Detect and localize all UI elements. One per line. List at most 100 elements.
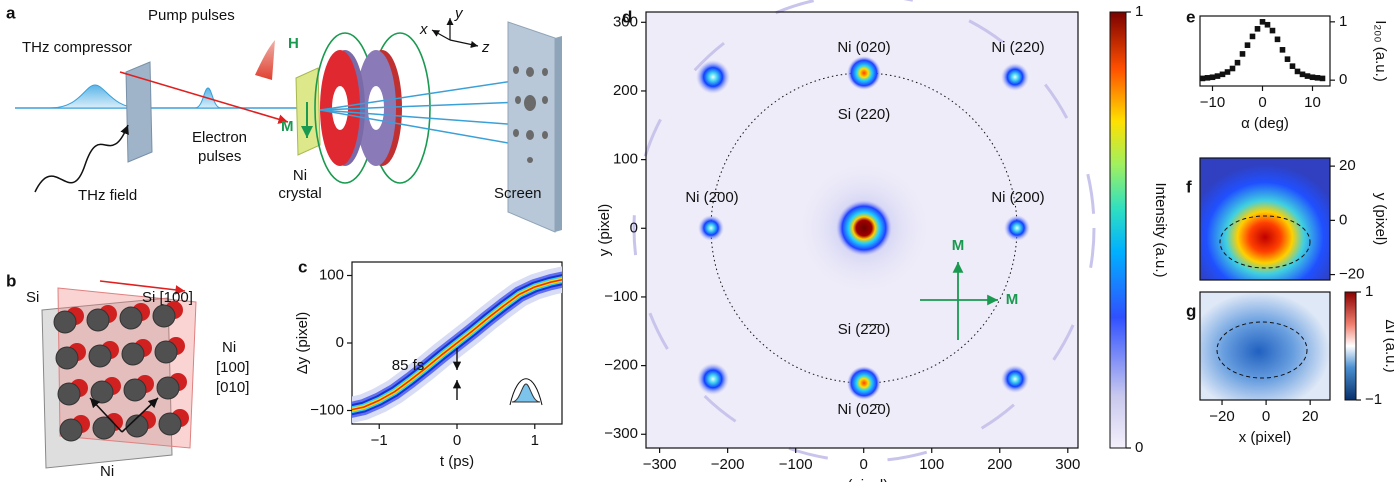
y-tick-label: 200 — [613, 82, 638, 99]
x-axis-label: α (deg) — [1241, 115, 1289, 132]
point — [1260, 19, 1266, 25]
ni-atom — [120, 307, 142, 329]
panel-b: b Si Si [100] Ni [100] [010] Ni — [6, 271, 249, 479]
spot — [513, 66, 519, 74]
point — [1255, 26, 1261, 32]
spot — [847, 366, 881, 400]
x-tick-label: 0 — [1262, 408, 1270, 425]
spot — [1001, 63, 1029, 91]
point — [1215, 73, 1221, 79]
colorbar-tick-label: 0 — [1135, 439, 1143, 456]
ni-atom — [159, 413, 181, 435]
point — [1315, 75, 1321, 81]
point — [1225, 69, 1231, 75]
point — [1275, 37, 1281, 43]
x-tick-label: −20 — [1209, 408, 1234, 425]
point — [1230, 66, 1236, 72]
x-tick-label: 10 — [1304, 94, 1321, 111]
y-tick-label: −100 — [310, 401, 344, 418]
annotation: M — [1006, 291, 1019, 308]
colorbar-tick-label: 1 — [1365, 283, 1373, 300]
spot — [513, 129, 519, 137]
ni-atom — [54, 311, 76, 333]
diffraction-image — [634, 0, 1094, 461]
label: M — [281, 118, 294, 135]
panel-label: b — [6, 271, 16, 290]
y-tick-label: 20 — [1339, 157, 1356, 174]
y-tick-label: 1 — [1339, 13, 1347, 30]
spot — [696, 60, 730, 94]
label: Si — [26, 289, 39, 306]
y-tick-label: 0 — [630, 219, 638, 236]
label: pulses — [198, 148, 241, 165]
spot — [1001, 365, 1029, 393]
colorbar-tick-label: 1 — [1135, 3, 1143, 20]
label: THz field — [78, 187, 137, 204]
ni-atom — [56, 347, 78, 369]
point — [1305, 73, 1311, 79]
label: Si [100] — [142, 289, 193, 306]
point — [1320, 76, 1326, 82]
figure: a Pump pulses THz compressor Electron pu… — [0, 0, 1394, 482]
ni-atom — [153, 305, 175, 327]
label: Ni — [100, 463, 114, 480]
axis-z — [450, 40, 478, 46]
annotation: Si (2̄2̄0) — [838, 321, 891, 338]
label: x — [419, 21, 428, 38]
panel-label: e — [1186, 7, 1195, 26]
panel-a: a Pump pulses THz compressor Electron pu… — [6, 3, 562, 232]
colorbar-tick-label: −1 — [1365, 391, 1382, 408]
y-axis-label: y (pixel) — [596, 204, 613, 257]
y-tick-label: 0 — [336, 334, 344, 351]
colorbar — [1345, 292, 1356, 400]
y-tick-label: −20 — [1339, 266, 1364, 283]
y-tick-label: −300 — [604, 425, 638, 442]
pump-pulse — [255, 40, 275, 80]
spot — [542, 68, 548, 76]
annotation: Ni (2̄00) — [685, 189, 738, 206]
x-tick-label: 20 — [1302, 408, 1319, 425]
y-tick-label: 100 — [319, 266, 344, 283]
spot — [698, 215, 724, 241]
y-axis-label: I₂₀₀ (a.u.) — [1372, 20, 1389, 82]
y-tick-label: 100 — [613, 151, 638, 168]
annotation: Ni (200) — [991, 189, 1044, 206]
x-axis-label: x (pixel) — [1239, 429, 1292, 446]
spot — [526, 130, 534, 140]
x-tick-label: −1 — [371, 432, 388, 449]
y-tick-label: −100 — [604, 288, 638, 305]
point — [1245, 42, 1251, 48]
x-tick-label: −10 — [1200, 94, 1225, 111]
annotation: M — [952, 237, 965, 254]
spot — [697, 363, 729, 395]
ni-atom — [91, 381, 113, 403]
point — [1265, 22, 1271, 28]
spot — [542, 96, 548, 104]
x-tick-label: 300 — [1055, 456, 1080, 473]
ni-atom — [89, 345, 111, 367]
x-tick-label: 0 — [1258, 94, 1266, 111]
x-tick-label: 200 — [987, 456, 1012, 473]
thz-field-wave — [35, 125, 128, 192]
y-tick-label: −200 — [604, 357, 638, 374]
point — [1290, 63, 1296, 69]
x-tick-label: 100 — [919, 456, 944, 473]
point — [1310, 74, 1316, 80]
y-tick-label: 0 — [1339, 211, 1347, 228]
ni-atom — [58, 383, 80, 405]
point — [1220, 72, 1226, 78]
label: THz compressor — [22, 39, 132, 56]
label: crystal — [278, 185, 321, 202]
label: Electron — [192, 129, 247, 146]
panel-label: g — [1186, 301, 1196, 320]
x-tick-label: 0 — [453, 432, 461, 449]
x-tick-label: −200 — [711, 456, 745, 473]
panel-label: f — [1186, 177, 1192, 196]
point — [1285, 56, 1291, 62]
point — [1300, 72, 1306, 78]
point — [1295, 69, 1301, 75]
point — [1210, 74, 1216, 80]
x-axis-label: x (pixel) — [836, 477, 889, 482]
spot — [1004, 215, 1030, 241]
ni-atom — [155, 341, 177, 363]
